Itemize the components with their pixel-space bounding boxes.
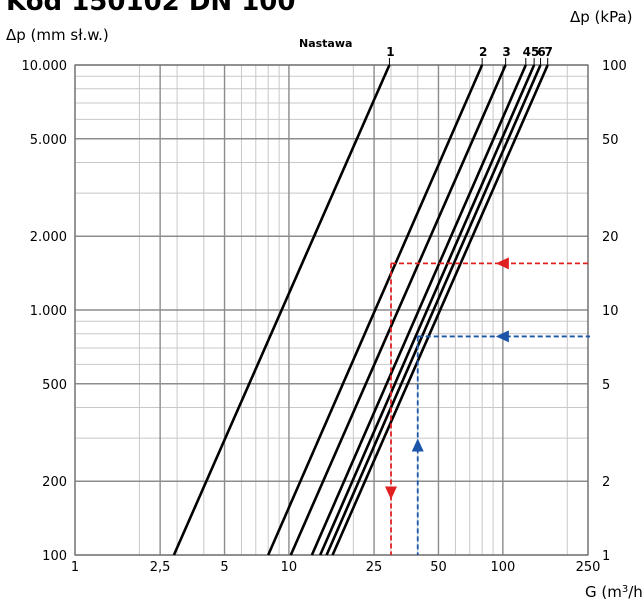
- chart-title: Kod 150102 DN 100: [6, 0, 295, 17]
- grid: [74, 64, 589, 556]
- x-tick-label: 250: [576, 560, 601, 575]
- y-tick-label-left: 500: [42, 378, 67, 393]
- curve-label-2: 2: [479, 45, 487, 59]
- x-tick-label: 2,5: [150, 560, 171, 575]
- y-tick-label-right: 100: [602, 59, 627, 74]
- y-tick-label-right: 10: [602, 304, 619, 319]
- x-tick-label: 50: [430, 560, 447, 575]
- curve-label-7: 7: [545, 45, 553, 59]
- x-tick-label: 10: [281, 560, 298, 575]
- curve-1: [172, 64, 391, 556]
- y-tick-label-left: 10.000: [22, 59, 68, 74]
- curve-label-4: 4: [523, 45, 531, 59]
- y-axis-left-title: Δp (mm sł.w.): [6, 26, 109, 44]
- red-example-arrow-left-icon: [495, 257, 509, 270]
- curve-label-1: 1: [386, 45, 394, 59]
- y-tick-label-left: 1.000: [30, 304, 67, 319]
- blue-example-arrow-up-icon: [411, 438, 424, 452]
- curve-7: [331, 64, 549, 556]
- curve-label-3: 3: [502, 45, 510, 59]
- curve-2: [267, 64, 484, 556]
- y-tick-label-right: 50: [602, 133, 619, 148]
- y-tick-label-left: 200: [42, 475, 67, 490]
- curve-3: [289, 64, 507, 556]
- curve-label-6: 6: [537, 45, 545, 59]
- curve-label-5: 5: [531, 45, 539, 59]
- blue-example-arrow-left-icon: [495, 330, 509, 343]
- plot-frame: [74, 64, 589, 556]
- x-tick-label: 5: [220, 560, 228, 575]
- tick-labels: 1 2,5 5 10 25 50 100 2501002005001.0002.0005.00…: [22, 59, 627, 575]
- y-tick-label-right: 1: [602, 549, 610, 564]
- curve-6: [325, 64, 542, 556]
- x-tick-label: 100: [490, 560, 515, 575]
- y-tick-label-left: 2.000: [30, 230, 67, 245]
- y-tick-label-right: 20: [602, 230, 619, 245]
- x-tick-label: 1: [71, 560, 79, 575]
- curves: 1 2 3 4 567: [172, 45, 553, 556]
- y-tick-label-left: 100: [42, 549, 67, 564]
- y-tick-label-right: 5: [602, 378, 610, 393]
- red-example-arrow-down-icon: [385, 486, 398, 500]
- legend-title: Nastawa: [299, 37, 352, 50]
- x-tick-label: 25: [366, 560, 383, 575]
- y-axis-right-title: Δp (kPa): [570, 8, 633, 26]
- curve-5: [319, 64, 536, 556]
- y-tick-label-left: 5.000: [30, 133, 67, 148]
- y-tick-label-right: 2: [602, 475, 610, 490]
- x-axis-title: G (m3/h): [585, 583, 643, 601]
- curve-4: [310, 64, 527, 556]
- annotations: [385, 257, 590, 555]
